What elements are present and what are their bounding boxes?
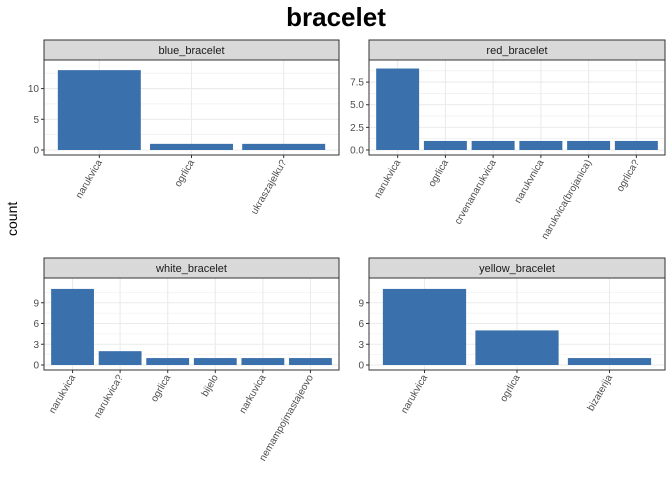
bar-red-bracelet-1 xyxy=(423,140,467,150)
y-tick-label: 7.5 xyxy=(350,78,364,89)
bar-blue-bracelet-0 xyxy=(57,70,141,150)
y-tick-label: 10 xyxy=(28,84,40,95)
y-tick-label: 0 xyxy=(33,361,39,372)
bar-red-bracelet-0 xyxy=(376,68,420,150)
strip-label-yellow-bracelet: yellow_bracelet xyxy=(479,263,555,275)
y-tick-label: 9 xyxy=(358,298,364,309)
x-tick-label: narukvica xyxy=(74,158,105,201)
bar-white-bracelet-5 xyxy=(289,358,332,365)
bar-white-bracelet-3 xyxy=(193,358,237,365)
x-tick-label: narukvica(brojanica) xyxy=(540,158,595,241)
y-tick-label: 0 xyxy=(33,146,39,157)
x-tick-label: ogrlica xyxy=(173,158,197,189)
x-tick-label: narukvica xyxy=(47,373,78,416)
y-tick-label: 5.0 xyxy=(350,100,364,111)
bar-yellow-bracelet-0 xyxy=(382,288,467,365)
bar-white-bracelet-2 xyxy=(146,358,190,365)
x-tick-label: ukraszajelku? xyxy=(249,158,289,217)
x-tick-label: bijelo xyxy=(200,373,221,399)
strip-label-white-bracelet: white_bracelet xyxy=(155,263,227,275)
bar-red-bracelet-5 xyxy=(614,140,658,150)
y-tick-label: 3 xyxy=(33,340,39,351)
x-tick-label: ogrlica? xyxy=(615,158,642,194)
y-tick-label: 5 xyxy=(33,115,39,126)
y-tick-label: 0.0 xyxy=(350,146,364,157)
y-tick-label: 3 xyxy=(358,340,364,351)
bar-white-bracelet-4 xyxy=(241,358,285,365)
bar-yellow-bracelet-2 xyxy=(567,358,652,365)
chart-title: bracelet xyxy=(286,2,386,32)
x-tick-label: nemampojmastajeovo xyxy=(258,373,317,464)
y-tick-label: 6 xyxy=(358,319,364,330)
panel-border-red-bracelet xyxy=(368,59,666,156)
bar-blue-bracelet-2 xyxy=(242,143,326,150)
y-tick-label: 2.5 xyxy=(350,123,364,134)
bar-yellow-bracelet-1 xyxy=(475,330,559,365)
bar-red-bracelet-3 xyxy=(519,140,563,150)
y-tick-label: 9 xyxy=(33,298,39,309)
x-tick-label: narukvica? xyxy=(92,373,126,421)
y-tick-label: 0 xyxy=(358,361,364,372)
x-tick-label: ogrlica xyxy=(149,373,173,404)
x-tick-label: narukvnica xyxy=(513,158,547,206)
bar-red-bracelet-2 xyxy=(471,140,515,150)
x-tick-label: crvenanarukvica xyxy=(453,158,499,227)
bar-blue-bracelet-1 xyxy=(150,143,233,150)
x-tick-label: narkuvica xyxy=(238,373,269,416)
strip-label-red-bracelet: red_bracelet xyxy=(486,45,547,57)
bar-white-bracelet-0 xyxy=(51,288,94,365)
x-tick-label: ogrlica xyxy=(427,158,451,189)
x-tick-label: ogrlica xyxy=(498,373,522,404)
x-tick-label: narukvica xyxy=(372,158,403,201)
panel-border-white-bracelet xyxy=(43,277,340,371)
x-tick-label: narukvica xyxy=(399,373,430,416)
strip-label-blue-bracelet: blue_bracelet xyxy=(158,45,224,57)
bar-red-bracelet-4 xyxy=(567,140,611,150)
y-tick-label: 6 xyxy=(33,319,39,330)
x-tick-label: bizaterija xyxy=(586,373,616,414)
bar-white-bracelet-1 xyxy=(98,351,142,365)
